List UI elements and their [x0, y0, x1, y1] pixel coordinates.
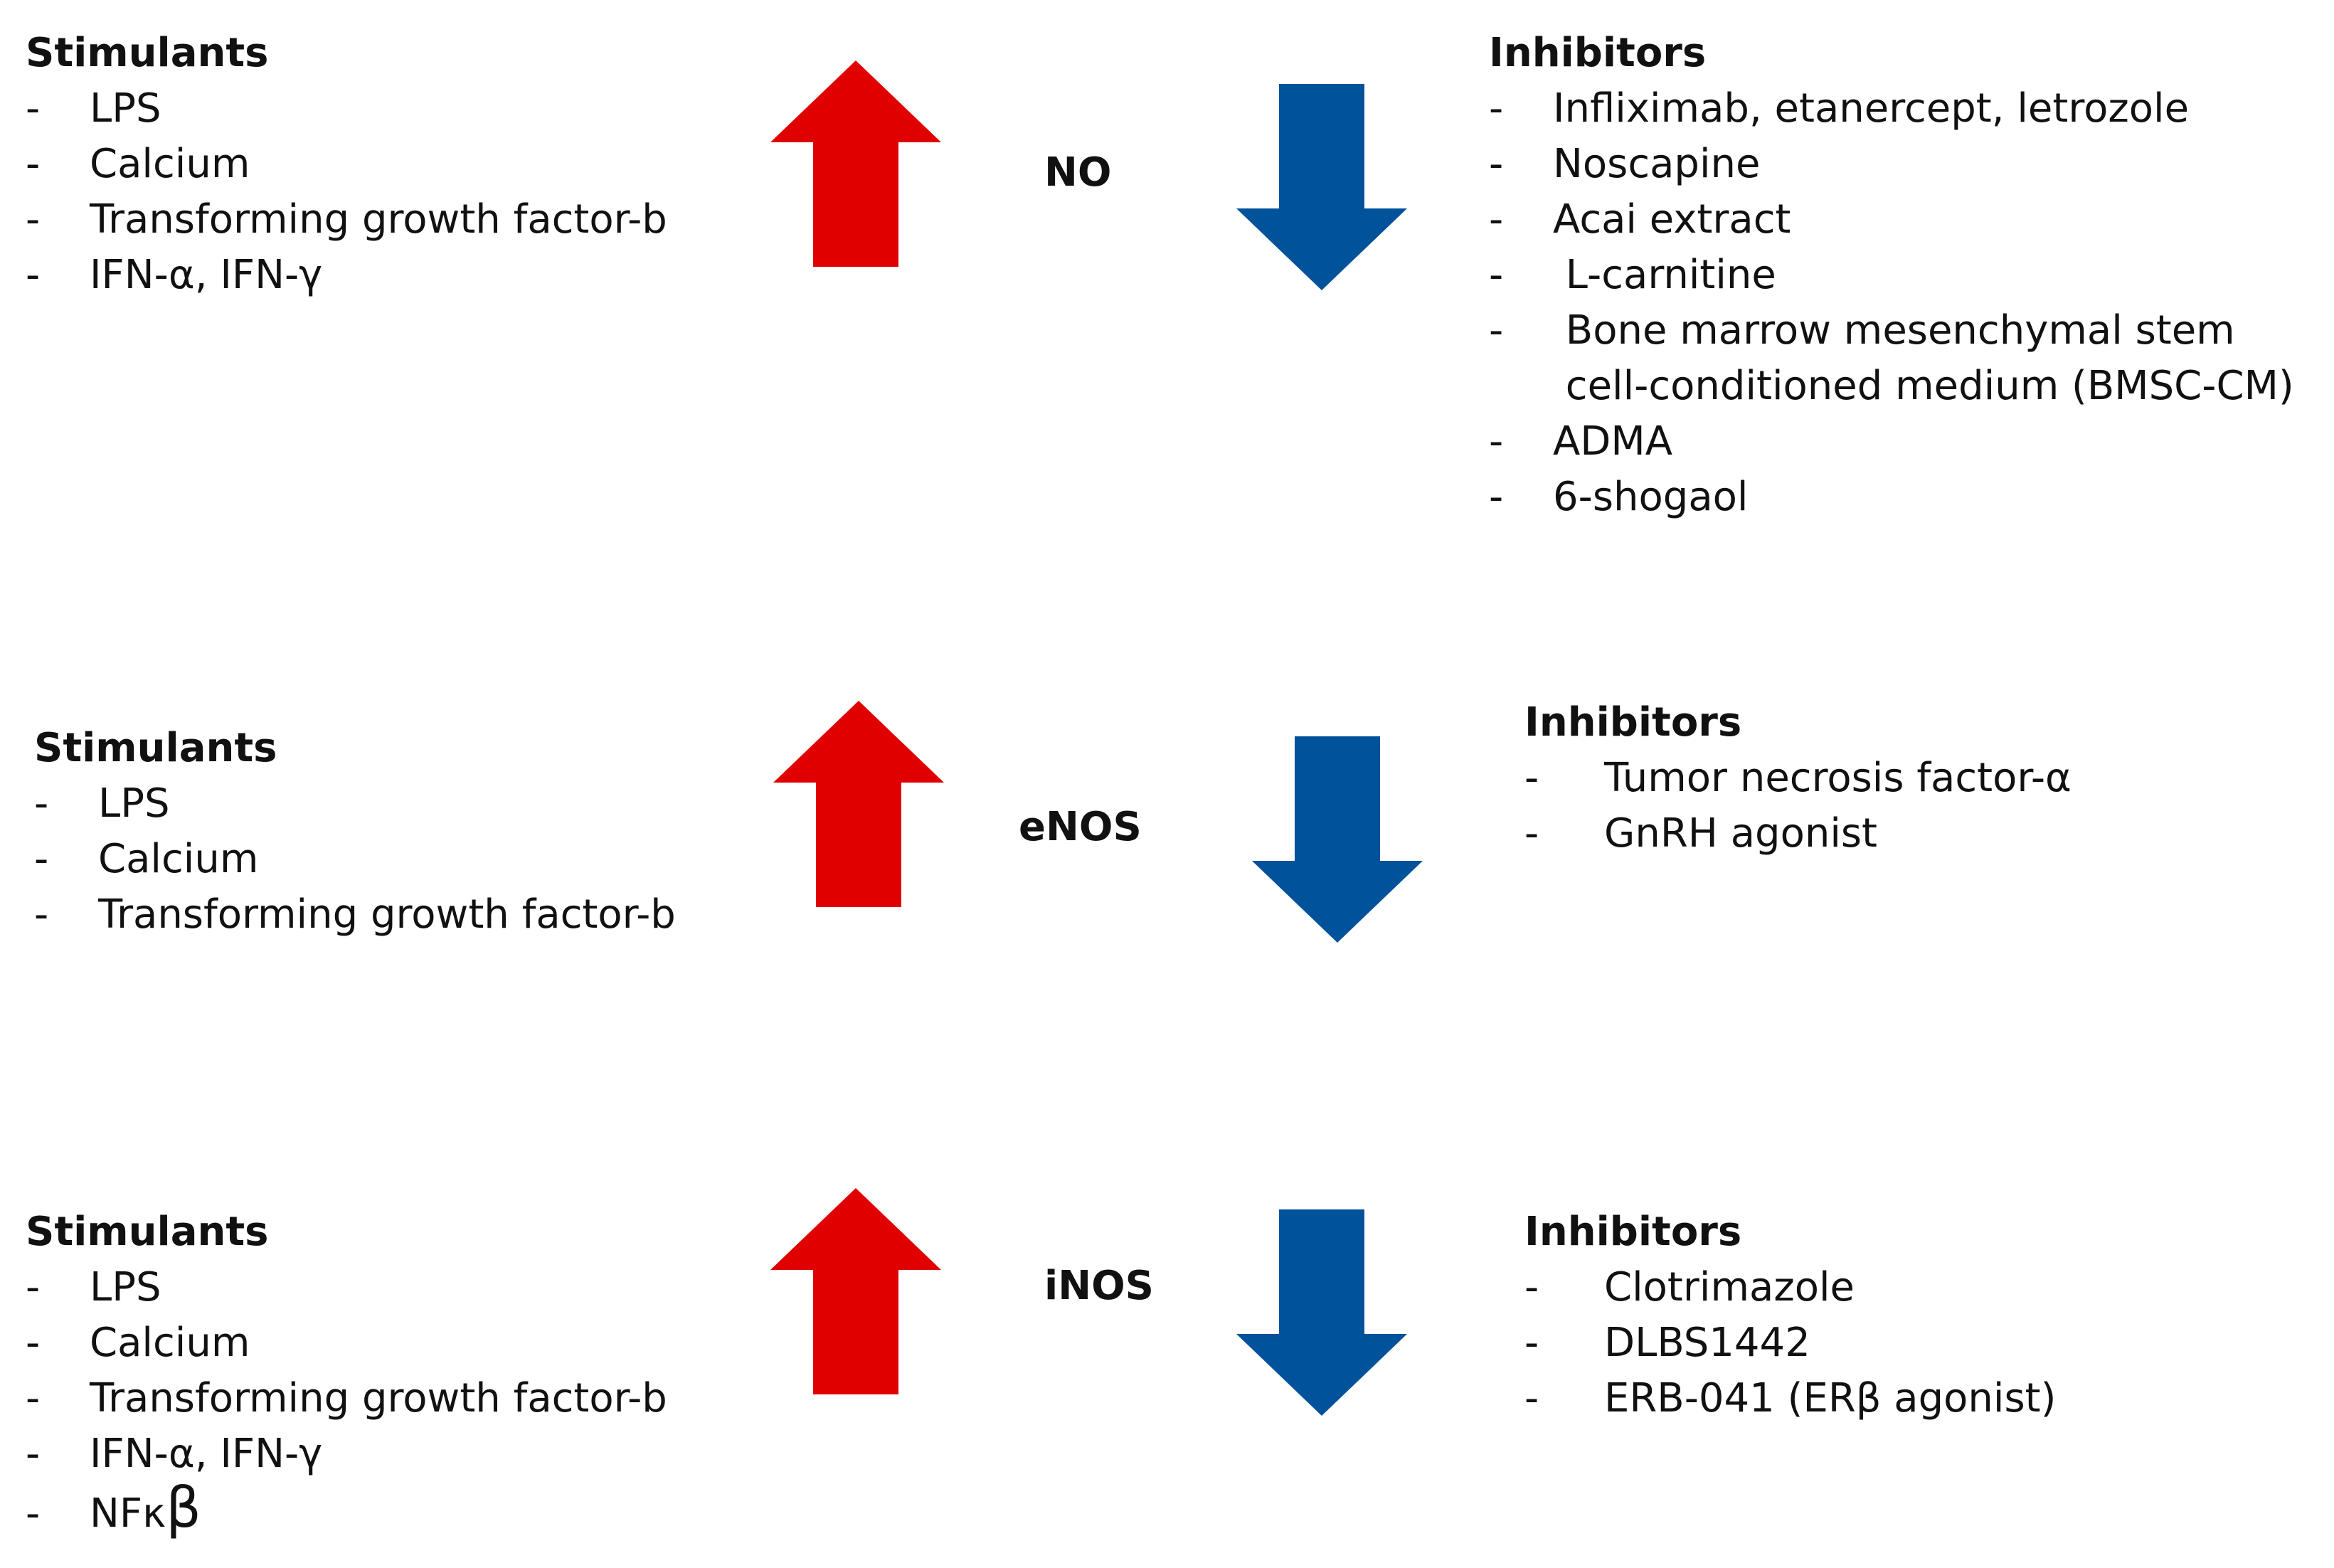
- list-item: - Calcium: [26, 1320, 250, 1366]
- enos-inhibitors-heading: Inhibitors: [1524, 699, 1742, 746]
- list-item: - Bone marrow mesenchymal stem cell-cond…: [1489, 307, 2294, 409]
- down-arrow-shape: [1236, 84, 1407, 290]
- list-item: - Transforming growth factor-b: [34, 891, 676, 938]
- enos-stimulants-heading: Stimulants: [34, 725, 277, 771]
- up-arrow-icon: [770, 1188, 941, 1394]
- list-item: - Acai extract: [1489, 196, 1791, 243]
- list-item: -6-shogaol: [1489, 474, 1749, 520]
- inos-stimulants-heading: Stimulants: [26, 1209, 269, 1255]
- no-stimulants: Stimulants - LPS - Calcium - Transforming g…: [26, 26, 667, 303]
- up-arrow-icon: [770, 60, 941, 267]
- down-arrow-icon: [1236, 1209, 1407, 1416]
- no-stimulants-heading: Stimulants: [26, 30, 269, 76]
- list-item: - ERB-041 (ERβ agonist): [1524, 1375, 2057, 1421]
- list-item: - Clotrimazole: [1524, 1264, 1855, 1310]
- up-arrow-shape: [770, 1188, 941, 1394]
- list-item: - GnRH agonist: [1524, 810, 1878, 857]
- up-arrow-shape: [773, 701, 944, 907]
- list-item: - LPS: [26, 85, 161, 132]
- list-item: - IFN-α, IFN-γ: [26, 1431, 323, 1477]
- down-arrow-shape: [1236, 1209, 1407, 1416]
- inos-stimulants: Stimulants - LPS - Calcium - Transforming g…: [26, 1204, 667, 1542]
- list-item: - Transforming growth factor-b: [26, 196, 667, 243]
- down-arrow-shape: [1252, 736, 1423, 943]
- list-item: - Noscapine: [1489, 141, 1761, 187]
- down-arrow-icon: [1252, 736, 1423, 943]
- enos-label: eNOS: [1019, 804, 1142, 850]
- list-item: - Tumor necrosis factor-α: [1524, 755, 2072, 801]
- enos-inhibitors: Inhibitors - Tumor necrosis factor-α - GnR…: [1524, 695, 2072, 862]
- list-item: - Calcium: [26, 141, 250, 187]
- list-item: - L-carnitine: [1489, 252, 1776, 298]
- no-inhibitors: Inhibitors - Infliximab, etanercept, letr…: [1489, 26, 2294, 525]
- list-item: - NFκβ: [26, 1476, 201, 1540]
- list-item: - IFN-α, IFN-γ: [26, 252, 323, 298]
- list-item: - DLBS1442: [1524, 1320, 1810, 1366]
- up-arrow-icon: [773, 701, 944, 907]
- list-item: - LPS: [34, 780, 170, 827]
- no-label: NO: [1044, 149, 1112, 196]
- inos-inhibitors-heading: Inhibitors: [1524, 1209, 1742, 1255]
- down-arrow-icon: [1236, 84, 1407, 290]
- nfkb-label: NFκβ: [90, 1476, 201, 1540]
- enos-stimulants: Stimulants - LPS - Calcium - Transforming g…: [34, 721, 676, 943]
- up-arrow-shape: [770, 60, 941, 267]
- list-item: - ADMA: [1489, 418, 1673, 465]
- inos-inhibitors: Inhibitors - Clotrimazole - DLBS1442 - ERB-…: [1524, 1204, 2056, 1426]
- inos-label: iNOS: [1044, 1263, 1154, 1309]
- list-item: - Transforming growth factor-b: [26, 1375, 667, 1421]
- list-item: - Calcium: [34, 836, 259, 882]
- list-item: - LPS: [26, 1264, 161, 1310]
- no-inhibitors-heading: Inhibitors: [1489, 30, 1707, 76]
- list-item: - Infliximab, etanercept, letrozole: [1489, 85, 2190, 132]
